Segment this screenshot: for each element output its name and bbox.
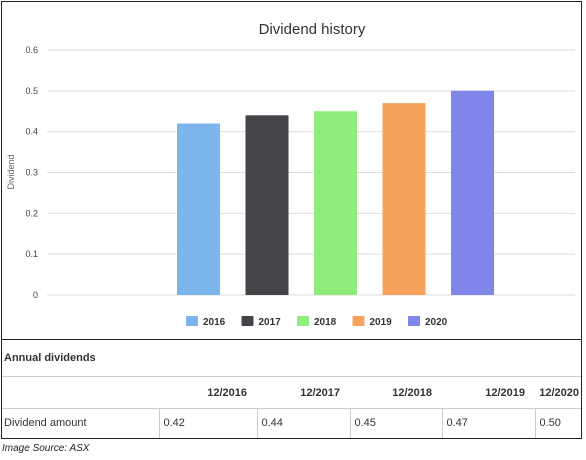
image-source-caption: Image Source: ASX: [2, 443, 90, 454]
bars: [177, 90, 494, 295]
table-cell: 0.44: [256, 407, 350, 438]
legend-swatch-2016: [186, 316, 198, 326]
table-row: Dividend amount 0.42 0.44 0.45 0.47 0.50: [2, 407, 581, 438]
chart-title: Dividend history: [259, 21, 366, 38]
table-header-cell: 12/2018: [392, 386, 432, 399]
table-header-cell: 12/2017: [300, 386, 340, 399]
dividend-panel: Dividend history Dividend 0 0.1 0.2 0.3 0.4 0…: [1, 1, 582, 439]
legend-swatch-2017: [241, 316, 254, 326]
legend: 2016 2017 2018 2019 2020: [186, 316, 448, 328]
bar-2019: [382, 103, 426, 295]
y-tick-label: 0.5: [25, 86, 38, 96]
legend-label: 2016: [203, 317, 226, 328]
legend-swatch-2018: [297, 316, 309, 326]
table-header-cell: 12/2016: [207, 386, 247, 399]
dividend-chart: Dividend history Dividend 0 0.1 0.2 0.3 0.4 0…: [2, 2, 581, 340]
y-tick-label: 0.1: [25, 249, 38, 259]
table-cell: 0.45: [349, 407, 442, 438]
gridlines: [47, 49, 575, 296]
y-axis-label: Dividend: [6, 154, 16, 189]
y-tick-label: 0.4: [25, 127, 38, 137]
annual-dividends-table: 12/2016 12/2017 12/2018 12/2019 12/2020 …: [2, 378, 581, 438]
row-label: Dividend amount: [2, 407, 159, 438]
bar-2020: [451, 90, 494, 295]
table-header-cell: 12/2019: [485, 386, 525, 399]
table-cell: 0.47: [441, 407, 535, 438]
legend-swatch-2019: [352, 316, 365, 326]
y-axis-ticks: 0 0.1 0.2 0.3 0.4 0.5 0.6: [25, 45, 38, 300]
annual-dividends-title: Annual dividends: [2, 339, 581, 377]
y-tick-label: 0.2: [25, 208, 38, 218]
y-tick-label: 0.3: [25, 168, 38, 178]
table-header-cell: 12/2020: [539, 386, 579, 399]
table-cell: 0.42: [158, 407, 257, 438]
y-tick-label: 0.6: [25, 45, 38, 55]
table-cell: 0.50: [534, 407, 581, 438]
table-header-cell: [2, 378, 159, 408]
legend-label: 2020: [425, 317, 448, 328]
legend-label: 2018: [314, 317, 337, 328]
table-header-row: 12/2016 12/2017 12/2018 12/2019 12/2020: [2, 378, 581, 408]
y-tick-label: 0: [33, 290, 38, 300]
legend-label: 2019: [370, 317, 393, 328]
legend-label: 2017: [259, 317, 282, 328]
bar-2017: [245, 115, 289, 295]
chart-canvas: Dividend history Dividend 00.10.20.30.40…: [6, 21, 575, 328]
legend-swatch-2020: [408, 316, 420, 326]
bar-2018: [314, 111, 357, 295]
bar-2016: [177, 123, 220, 295]
